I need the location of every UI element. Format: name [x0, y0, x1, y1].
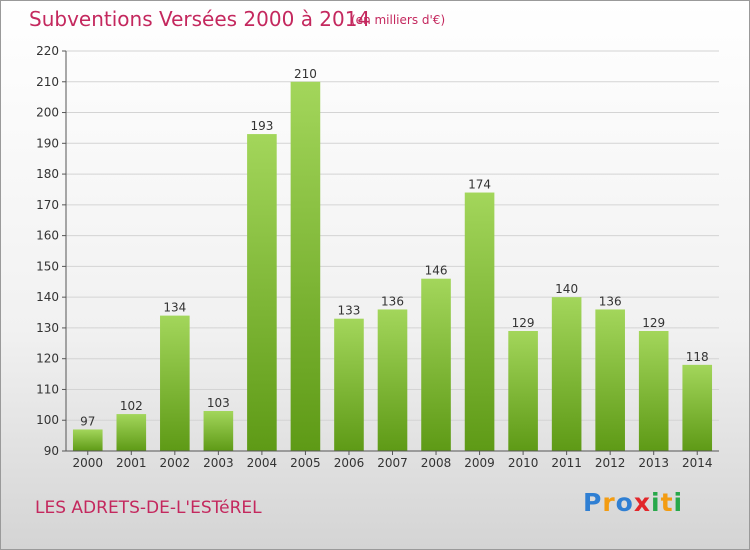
data-label: 146: [425, 264, 448, 278]
data-label: 193: [250, 119, 273, 133]
bar-2013: [638, 331, 669, 451]
y-tick-label: 110: [36, 382, 59, 396]
y-axis: 90 100 110 120 130 140 150 160 170 180 190 200 210 22…: [36, 44, 67, 458]
x-tick-label: 2003: [203, 456, 234, 470]
logo-letter: o: [615, 488, 634, 517]
y-tick-label: 180: [36, 167, 59, 181]
bar-2000: [72, 429, 103, 451]
y-tick-label: 90: [44, 444, 59, 458]
bar-2005: [290, 81, 321, 452]
x-tick-label: 2007: [377, 456, 408, 470]
bar-2006: [334, 318, 364, 451]
data-label: 210: [294, 67, 317, 81]
x-tick-label: 2005: [290, 456, 321, 470]
x-tick-label: 2011: [551, 456, 582, 470]
logo-letter: i: [673, 488, 684, 517]
data-label: 118: [686, 350, 709, 364]
bar-2008: [421, 278, 451, 451]
bars: [72, 81, 713, 452]
x-tick-label: 2013: [638, 456, 669, 470]
bar-2002: [160, 315, 190, 451]
logo-letter: x: [633, 488, 651, 517]
x-tick-label: 2006: [334, 456, 365, 470]
data-label: 134: [163, 301, 186, 315]
chart-subtitle: (en milliers d'€): [351, 13, 446, 27]
y-tick-label: 160: [36, 229, 59, 243]
y-tick-label: 220: [36, 44, 59, 58]
logo-letter: i: [651, 488, 661, 517]
data-label: 97: [80, 414, 95, 428]
data-label: 136: [381, 294, 404, 308]
y-tick-label: 200: [36, 106, 59, 120]
bar-2003: [203, 411, 234, 451]
x-tick-label: 2014: [682, 456, 713, 470]
y-tick-label: 190: [36, 136, 59, 150]
x-tick-label: 2008: [421, 456, 452, 470]
proxiti-logo: Proxiti: [583, 488, 683, 517]
y-tick-label: 100: [36, 413, 59, 427]
data-label: 102: [120, 399, 143, 413]
logo-letter: r: [602, 488, 616, 517]
data-label: 140: [555, 282, 578, 296]
y-tick-label: 170: [36, 198, 59, 212]
x-tick-label: 2012: [595, 456, 626, 470]
x-tick-label: 2004: [247, 456, 278, 470]
x-axis: 2000 2001 2002 2003 2004 2005 2006 2007 2008 2009…: [66, 450, 719, 470]
x-tick-label: 2000: [72, 456, 103, 470]
bar-2014: [682, 364, 713, 451]
x-tick-label: 2010: [508, 456, 539, 470]
chart-title: Subventions Versées 2000 à 2014: [29, 7, 371, 31]
bar-2011: [551, 297, 582, 451]
commune-name: LES ADRETS-DE-L'ESTéREL: [35, 498, 262, 518]
data-label: 136: [599, 294, 622, 308]
data-label: 103: [207, 396, 230, 410]
bar-2001: [116, 414, 147, 451]
bar-2004: [247, 134, 277, 452]
y-tick-label: 130: [36, 321, 59, 335]
data-label: 174: [468, 178, 491, 192]
data-labels: 97 102 134 103 193 210 133 136 146 174 129 140 136 12…: [80, 67, 709, 429]
data-label: 133: [338, 304, 361, 318]
x-tick-label: 2009: [464, 456, 495, 470]
logo-letter: P: [583, 488, 603, 517]
data-label: 129: [642, 316, 665, 330]
y-tick-label: 120: [36, 352, 59, 366]
y-tick-label: 210: [36, 75, 59, 89]
bar-2012: [595, 309, 625, 451]
x-tick-label: 2002: [160, 456, 191, 470]
y-tick-label: 150: [36, 259, 59, 273]
bar-2007: [377, 309, 408, 451]
bar-2009: [464, 192, 495, 452]
x-tick-label: 2001: [116, 456, 147, 470]
bar-2010: [508, 331, 538, 451]
data-label: 129: [512, 316, 535, 330]
y-tick-label: 140: [36, 290, 59, 304]
logo-letter: t: [660, 488, 674, 517]
